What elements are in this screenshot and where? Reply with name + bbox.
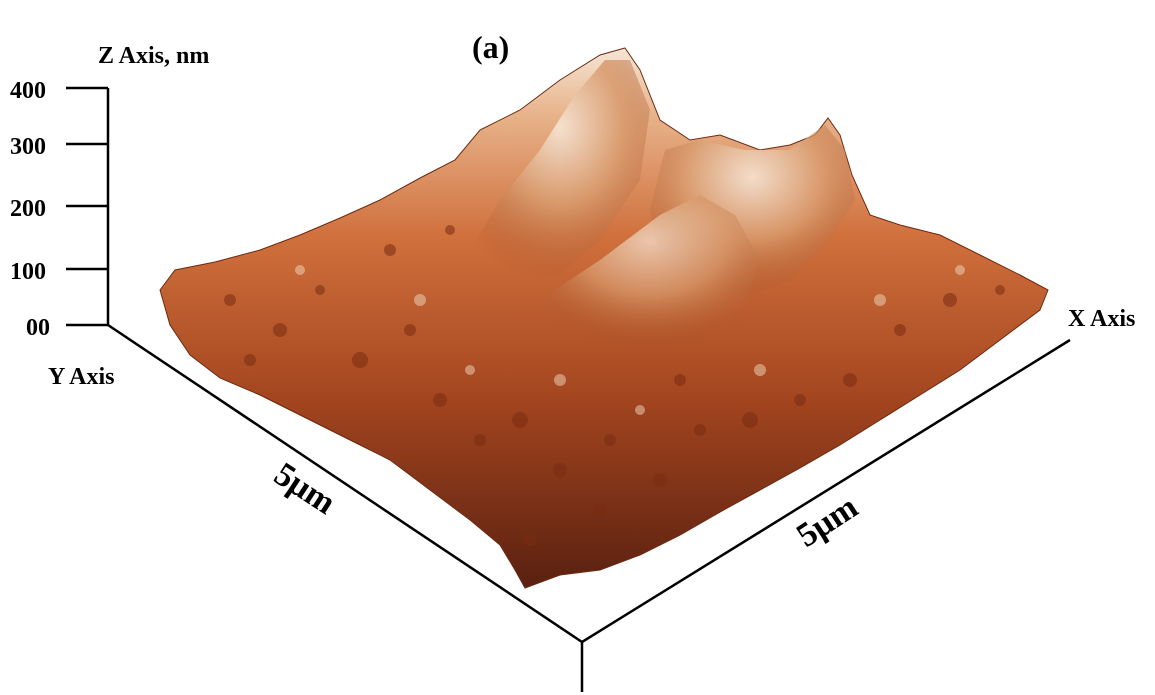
z-tick-label: 400 <box>10 78 46 104</box>
z-tick-label: 100 <box>10 259 46 285</box>
z-tick-labels: 400 300 200 100 00 <box>10 78 50 341</box>
ridge-highlight-main <box>470 60 650 285</box>
surface-texture <box>224 225 1005 546</box>
z-axis-title: Z Axis, nm <box>98 43 209 69</box>
y-axis-length-label: 5μm <box>268 456 342 522</box>
ridge-highlight-center <box>540 195 760 350</box>
x-axis-title: X Axis <box>1068 306 1135 332</box>
z-tick-label: 00 <box>26 315 50 341</box>
x-axis-line <box>581 338 1071 644</box>
y-axis-title: Y Axis <box>48 364 114 390</box>
x-axis-length-label: 5μm <box>790 488 864 554</box>
y-axis-line <box>107 323 583 644</box>
z-tick-label: 200 <box>10 196 46 222</box>
z-tick-label: 300 <box>10 134 46 160</box>
panel-label: (a) <box>472 29 509 65</box>
surface-plot <box>159 47 1049 589</box>
surface-highlights <box>295 265 965 415</box>
z-ticks <box>66 86 108 327</box>
